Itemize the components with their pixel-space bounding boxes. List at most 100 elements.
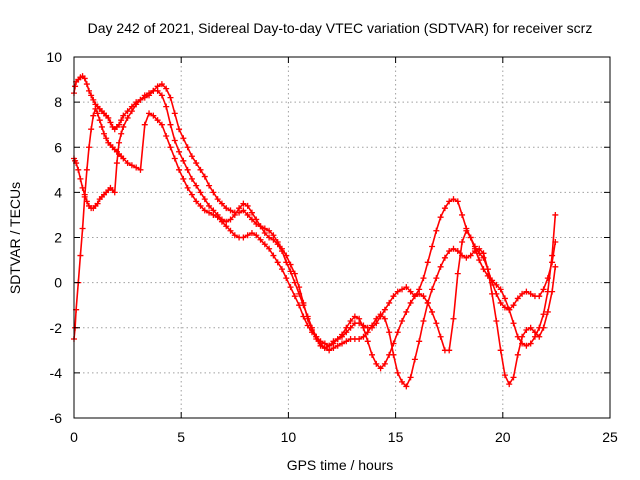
data-point <box>459 239 466 246</box>
data-point <box>506 306 513 313</box>
data-point <box>544 308 551 315</box>
data-point <box>266 245 273 252</box>
data-point <box>98 123 105 130</box>
data-point <box>514 333 521 340</box>
data-point <box>527 324 534 331</box>
data-point <box>360 324 367 331</box>
data-point <box>399 286 406 293</box>
data-point <box>480 250 487 257</box>
data-point <box>536 324 543 331</box>
data-point <box>167 144 174 151</box>
y-tick-label: -6 <box>50 410 63 426</box>
data-point <box>201 207 208 214</box>
data-point <box>278 248 285 255</box>
data-point <box>552 263 559 270</box>
data-point <box>484 272 491 279</box>
data-point <box>188 153 195 160</box>
data-point <box>364 329 371 336</box>
data-point <box>527 290 534 297</box>
data-point <box>150 112 157 119</box>
series-layer <box>71 73 559 390</box>
data-point <box>437 214 444 221</box>
data-point <box>304 322 311 329</box>
data-point <box>501 295 508 302</box>
data-point <box>356 336 363 343</box>
data-point <box>244 202 251 209</box>
data-point <box>291 270 298 277</box>
series-line <box>73 75 557 349</box>
data-point <box>227 207 234 214</box>
x-tick-label: 5 <box>177 429 185 445</box>
grid <box>74 57 610 418</box>
data-point <box>313 333 320 340</box>
data-point <box>163 132 170 139</box>
data-point <box>111 189 118 196</box>
data-point <box>113 160 120 167</box>
data-point <box>83 166 90 173</box>
data-point <box>326 342 333 349</box>
data-point <box>124 160 131 167</box>
series-line <box>73 90 557 388</box>
data-point <box>86 87 93 94</box>
data-point <box>343 324 350 331</box>
data-point <box>197 166 204 173</box>
data-point <box>163 85 170 92</box>
data-point <box>317 338 324 345</box>
data-point <box>364 338 371 345</box>
data-point <box>137 96 144 103</box>
data-point <box>133 101 140 108</box>
data-point <box>120 112 127 119</box>
data-point <box>544 288 551 295</box>
y-tick-label: -4 <box>50 365 63 381</box>
data-point <box>308 329 315 336</box>
data-point <box>188 191 195 198</box>
data-point <box>227 227 234 234</box>
data-point <box>514 351 521 358</box>
data-point <box>386 351 393 358</box>
data-point <box>459 211 466 218</box>
data-point <box>236 205 243 212</box>
data-point <box>510 320 517 327</box>
data-point <box>549 252 556 259</box>
data-point <box>523 327 530 334</box>
data-point <box>118 130 125 137</box>
data-point <box>116 139 123 146</box>
data-point <box>420 275 427 282</box>
data-point <box>176 148 183 155</box>
data-point <box>501 304 508 311</box>
data-point <box>107 119 114 126</box>
data-point <box>450 315 457 322</box>
data-point <box>399 317 406 324</box>
data-point <box>227 216 234 223</box>
data-point <box>88 126 95 133</box>
chart-title: Day 242 of 2021, Sidereal Day-to-day VTE… <box>88 20 593 36</box>
data-point <box>171 155 178 162</box>
data-point <box>176 126 183 133</box>
data-point <box>399 378 406 385</box>
data-point <box>437 333 444 340</box>
x-tick-label: 10 <box>281 429 297 445</box>
data-point <box>274 259 281 266</box>
data-point <box>278 266 285 273</box>
data-point <box>446 198 453 205</box>
data-point <box>274 241 281 248</box>
data-point <box>394 369 401 376</box>
data-point <box>77 252 84 259</box>
data-point <box>206 202 213 209</box>
data-point <box>77 175 84 182</box>
data-point <box>257 236 264 243</box>
data-point <box>296 302 303 309</box>
data-point <box>510 374 517 381</box>
data-point <box>266 234 273 241</box>
data-point <box>480 266 487 273</box>
data-point <box>386 329 393 336</box>
data-point <box>347 317 354 324</box>
y-tick-label: -2 <box>50 320 63 336</box>
data-point <box>137 166 144 173</box>
data-point <box>210 189 217 196</box>
data-point <box>407 374 414 381</box>
data-point <box>146 90 153 97</box>
data-point <box>446 248 453 255</box>
data-point <box>429 308 436 315</box>
